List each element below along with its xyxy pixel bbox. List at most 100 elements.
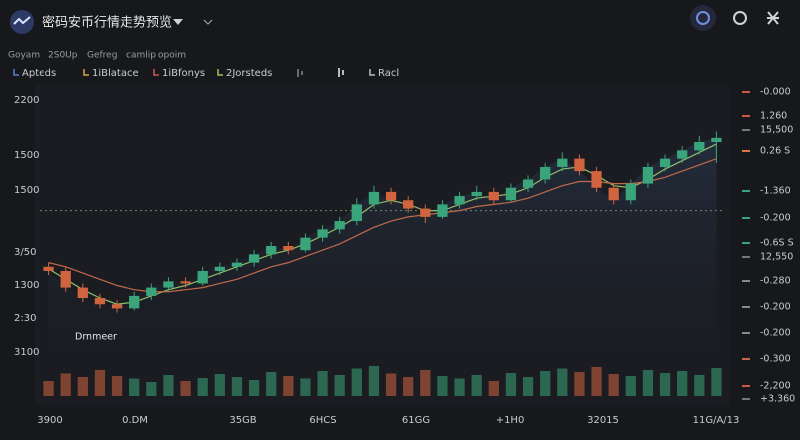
volume-bar <box>248 380 260 396</box>
candle-body <box>248 254 260 263</box>
tools-button[interactable] <box>767 11 779 25</box>
candle-body <box>111 304 123 309</box>
candle-body <box>659 158 671 167</box>
candle-body <box>625 183 636 201</box>
bottom-axis-label: +1H0 <box>496 415 525 426</box>
moving-average <box>48 143 717 305</box>
left-axis-label: 3100 <box>14 347 39 358</box>
tab[interactable]: Gefreg <box>87 51 117 61</box>
candle-body <box>334 221 345 230</box>
right-axis-label: +3.360 <box>760 394 795 405</box>
volume-bar <box>77 377 88 396</box>
legend-icon <box>13 69 19 76</box>
tab[interactable]: 2S0Up <box>48 51 78 61</box>
volume-bar <box>317 371 328 396</box>
right-axis-label: -0.000 <box>760 87 791 98</box>
tab[interactable]: camlip <box>126 51 156 61</box>
bottom-axis-label: 61GG <box>402 415 430 426</box>
right-axis-label: 15,500 <box>760 125 793 136</box>
volume-bar <box>659 373 671 396</box>
volume-bar <box>231 377 243 396</box>
right-axis-label: 0.26 S <box>760 146 790 157</box>
volume-bar <box>334 375 345 396</box>
bottom-axis-label: 3900 <box>37 415 62 426</box>
moving-average <box>48 158 717 293</box>
candle-body <box>368 191 380 205</box>
legend-icon <box>217 69 223 76</box>
volume-bar <box>300 378 311 396</box>
annotation: Drnmeer <box>75 332 117 343</box>
volume-bar <box>94 370 106 396</box>
candle-body <box>197 270 208 284</box>
collapse-icon[interactable] <box>203 19 213 25</box>
candle-body <box>231 262 243 267</box>
candle-body <box>129 295 140 309</box>
volume-bar <box>608 374 619 396</box>
candle-body <box>642 166 654 184</box>
legend-icon <box>83 69 89 76</box>
logo-icon <box>13 16 31 25</box>
volume-bar <box>574 372 585 396</box>
volume-bar <box>60 373 71 396</box>
right-axis-label: -0.6S S <box>760 238 794 249</box>
bottom-axis-label: 11G/A/13 <box>693 415 740 426</box>
left-axis-label: 1500 <box>14 150 39 161</box>
volume-bar <box>214 374 225 396</box>
candle-body <box>60 270 71 288</box>
candle-body <box>43 266 54 271</box>
legend-entry[interactable]: 1iBlatace <box>92 68 139 79</box>
volume-bar <box>420 370 431 396</box>
volume-bar <box>694 375 705 396</box>
right-axis-label: -2,200 <box>760 381 791 392</box>
volume-bar <box>129 378 140 396</box>
volume-bar <box>266 372 277 396</box>
candle-body <box>471 191 482 197</box>
tab[interactable]: opoim <box>158 51 186 61</box>
candle-body <box>557 158 568 167</box>
volume-bar <box>368 366 380 396</box>
legend-entry[interactable]: Racl <box>378 68 399 79</box>
legend-icon <box>153 69 159 76</box>
legend-entry[interactable]: Aptєds <box>22 68 56 79</box>
candle-body <box>608 187 619 201</box>
dropdown-arrow[interactable] <box>173 19 183 25</box>
right-axis-label: -0.200 <box>760 302 791 313</box>
volume-bar <box>163 375 174 396</box>
candle-body <box>146 287 157 296</box>
volume-bar <box>197 378 208 396</box>
volume-bar <box>488 381 499 396</box>
settings-button[interactable] <box>733 11 747 25</box>
volume-bar <box>283 376 294 396</box>
candle-body <box>300 237 311 251</box>
volume-bar <box>43 381 54 396</box>
refresh-button[interactable] <box>690 5 716 31</box>
candle-body <box>574 158 585 172</box>
legend-entry[interactable]: 2Jorsteds <box>226 68 272 79</box>
volume-bar <box>111 376 123 396</box>
bottom-axis-label: 0.DM <box>122 415 148 426</box>
right-axis-label: -0.280 <box>760 276 791 287</box>
candle-body <box>522 179 534 188</box>
legend-entry[interactable]: 1iBfonys <box>162 68 205 79</box>
volume-bar <box>522 377 534 396</box>
right-axis-label: -0.200 <box>760 328 791 339</box>
tab[interactable]: Goyam <box>8 51 40 61</box>
volume-bar <box>505 373 517 396</box>
volume-bar <box>180 381 191 396</box>
volume-bar <box>437 376 448 396</box>
right-axis-label: -0.200 <box>760 213 791 224</box>
bottom-axis-label: 32015 <box>587 415 619 426</box>
candle-body <box>488 191 499 201</box>
candle-body <box>505 187 517 201</box>
right-axis-label: -1.360 <box>760 186 791 197</box>
right-axis-label: -0.300 <box>760 354 791 365</box>
candle-body <box>591 171 602 188</box>
volume-bar <box>146 382 157 396</box>
legend-tool[interactable] <box>297 69 303 77</box>
candle-body <box>180 281 191 284</box>
candle-body <box>540 166 551 180</box>
left-axis-label: 2200 <box>14 95 39 106</box>
legend-tool[interactable] <box>338 68 344 77</box>
candle-body <box>317 229 328 238</box>
candle-body <box>77 287 88 298</box>
